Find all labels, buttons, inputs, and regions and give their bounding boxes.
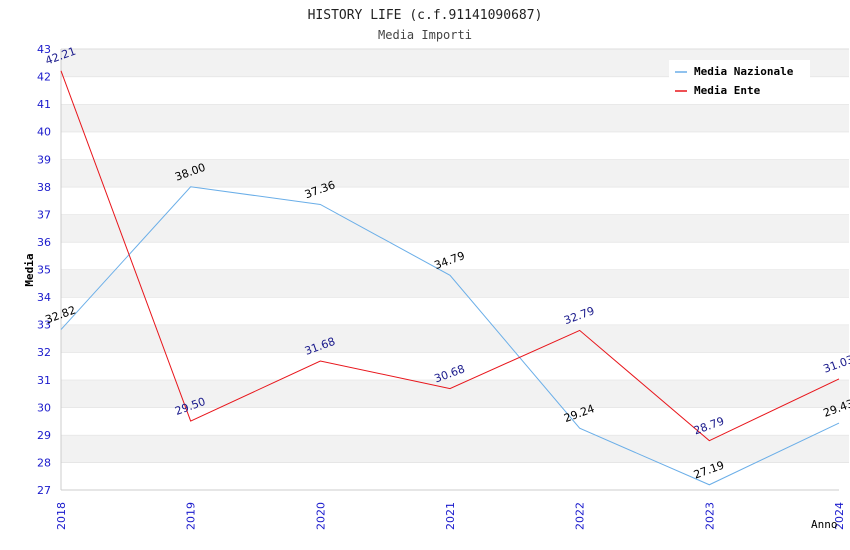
- grid-band: [61, 297, 849, 325]
- x-tick-label: 2022: [574, 502, 587, 530]
- x-tick-label: 2019: [185, 502, 198, 530]
- x-tick-label: 2023: [703, 502, 716, 530]
- y-tick-label: 43: [37, 43, 51, 56]
- x-tick-label: 2021: [444, 502, 457, 530]
- x-axis: 2018 2019 2020 2021 2022 2023 2024: [55, 502, 846, 530]
- y-tick-label: 33: [37, 319, 51, 332]
- y-tick-label: 36: [37, 236, 51, 249]
- legend-label-media-nazionale: Media Nazionale: [694, 65, 794, 78]
- grid-band: [61, 352, 849, 380]
- legend-label-media-ente: Media Ente: [694, 84, 761, 97]
- grid-band: [61, 269, 849, 298]
- series-lines: [60, 70, 840, 486]
- legend: Media Nazionale Media Ente: [669, 60, 810, 102]
- y-tick-label: 41: [37, 98, 51, 111]
- grid-band: [61, 462, 849, 490]
- y-tick-label: 30: [37, 401, 51, 414]
- x-tick-label: 2020: [314, 502, 327, 530]
- y-tick-label: 37: [37, 208, 51, 221]
- grid-band: [61, 186, 849, 215]
- grid-band: [61, 131, 849, 160]
- y-tick-label: 39: [37, 153, 51, 166]
- series-line-media-ente: [60, 70, 840, 442]
- chart-subtitle: Media Importi: [378, 28, 472, 42]
- grid-band: [61, 214, 849, 242]
- plot-background: [60, 48, 849, 491]
- legend-box: [669, 60, 810, 102]
- y-tick-label: 27: [37, 484, 51, 497]
- grid-band: [61, 324, 849, 353]
- x-tick-label: 2024: [833, 502, 846, 530]
- y-tick-label: 31: [37, 374, 51, 387]
- y-tick-label: 29: [37, 429, 51, 442]
- series-line-media-nazionale: [60, 186, 840, 486]
- y-axis-label: Media: [23, 253, 36, 286]
- y-tick-label: 40: [37, 126, 51, 139]
- grid-band: [61, 407, 849, 435]
- grid-band: [61, 241, 849, 270]
- y-tick-label: 38: [37, 181, 51, 194]
- y-tick-label: 34: [37, 291, 51, 304]
- y-tick-label: 32: [37, 346, 51, 359]
- y-tick-label: 28: [37, 456, 51, 469]
- y-tick-label: 35: [37, 264, 51, 277]
- x-tick-label: 2018: [55, 502, 68, 530]
- x-axis-label: Anno: [811, 518, 838, 531]
- y-tick-label: 42: [37, 71, 51, 84]
- y-axis: 27 28 29 30 31 32 33 34 35 36 37 38 39 40 41 42 43: [37, 43, 51, 497]
- chart-title: HISTORY LIFE (c.f.91141090687): [308, 8, 543, 23]
- grid-band: [61, 104, 849, 132]
- grid-band: [61, 434, 849, 463]
- grid-band: [61, 379, 849, 408]
- grid-band: [61, 159, 849, 187]
